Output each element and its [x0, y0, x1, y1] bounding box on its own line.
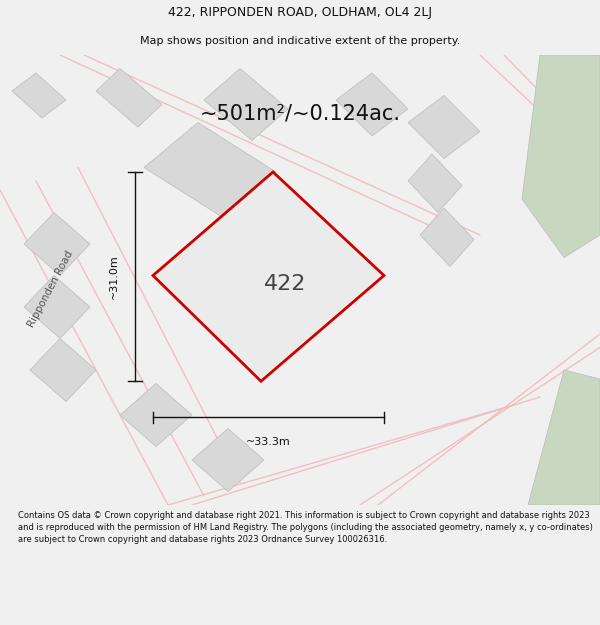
Text: Map shows position and indicative extent of the property.: Map shows position and indicative extent…	[140, 36, 460, 46]
Text: ~33.3m: ~33.3m	[246, 437, 291, 447]
Polygon shape	[336, 73, 408, 136]
Text: ~501m²/~0.124ac.: ~501m²/~0.124ac.	[199, 104, 401, 124]
Polygon shape	[522, 55, 600, 258]
Polygon shape	[30, 339, 96, 401]
Polygon shape	[120, 384, 192, 446]
Text: 422: 422	[264, 274, 306, 294]
Polygon shape	[24, 276, 90, 339]
Text: Ripponden Road: Ripponden Road	[26, 249, 76, 329]
Polygon shape	[222, 204, 336, 294]
Polygon shape	[204, 69, 288, 141]
Text: Contains OS data © Crown copyright and database right 2021. This information is : Contains OS data © Crown copyright and d…	[18, 511, 593, 544]
Polygon shape	[12, 73, 66, 118]
Text: 422, RIPPONDEN ROAD, OLDHAM, OL4 2LJ: 422, RIPPONDEN ROAD, OLDHAM, OL4 2LJ	[168, 6, 432, 19]
Polygon shape	[408, 96, 480, 159]
Polygon shape	[192, 429, 264, 491]
Polygon shape	[528, 370, 600, 505]
Polygon shape	[420, 208, 474, 266]
Text: ~31.0m: ~31.0m	[109, 254, 119, 299]
Polygon shape	[153, 172, 384, 381]
Polygon shape	[24, 213, 90, 276]
Polygon shape	[144, 122, 276, 217]
Polygon shape	[408, 154, 462, 212]
Polygon shape	[96, 69, 162, 127]
